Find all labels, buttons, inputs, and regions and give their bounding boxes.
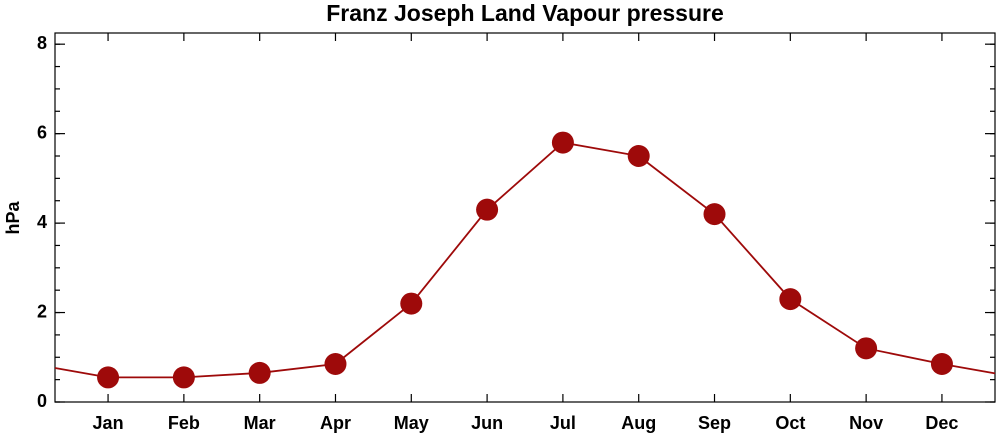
marker: [551, 131, 574, 154]
series-line: [108, 141, 943, 379]
y-axis-label: hPa: [3, 201, 23, 235]
marker: [779, 288, 802, 311]
x-tick-label: Feb: [168, 413, 200, 433]
marker: [930, 352, 953, 375]
plot-frame: [54, 32, 996, 403]
y-tick-label: 8: [37, 33, 47, 53]
chart-title: Franz Joseph Land Vapour pressure: [326, 0, 724, 26]
x-tick-label: Jan: [93, 413, 124, 433]
x-tick-label: Mar: [244, 413, 276, 433]
y-tick-label: 6: [37, 122, 47, 142]
marker: [97, 366, 120, 389]
x-tick-label: Apr: [320, 413, 351, 433]
x-tick-label: Sep: [698, 413, 731, 433]
y-tick-label: 2: [37, 301, 47, 321]
marker: [324, 352, 347, 375]
x-tick-label: May: [394, 413, 429, 433]
y-tick-label: 4: [37, 212, 47, 232]
marker: [476, 198, 499, 221]
marker: [627, 145, 650, 167]
marker: [172, 366, 195, 389]
marker: [248, 361, 271, 384]
x-tick-label: Jul: [550, 413, 576, 433]
marker: [855, 337, 878, 360]
x-tick-label: Oct: [775, 413, 805, 433]
x-tick-label: Aug: [621, 413, 656, 433]
x-tick-label: Nov: [849, 413, 883, 433]
marker: [703, 203, 726, 226]
x-tick-label: Dec: [925, 413, 958, 433]
y-tick-label: 0: [37, 391, 47, 411]
x-tick-label: Jun: [471, 413, 503, 433]
marker: [400, 292, 423, 315]
